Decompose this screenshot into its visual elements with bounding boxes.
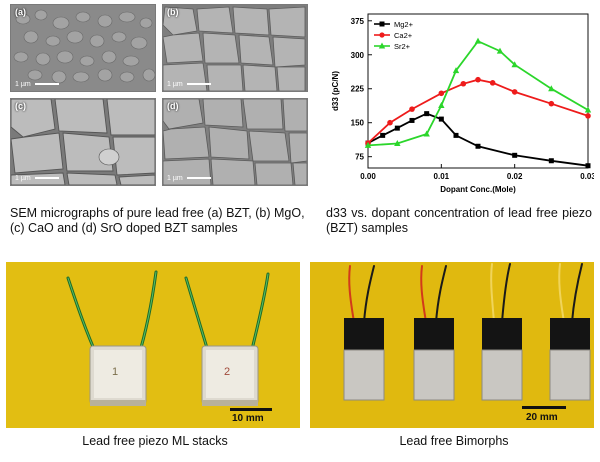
series-line-2 [367, 40, 589, 147]
legend-marker [379, 21, 385, 27]
y-tick-label: 225 [351, 85, 365, 94]
chart-caption-text: d33 vs. dopant concentration of lead fre… [326, 206, 592, 235]
sem-panel-tag: (a) [15, 7, 26, 17]
bim-scale-label: 20 mm [526, 412, 558, 423]
y-tick-label: 300 [351, 51, 365, 60]
legend-label: Mg2+ [394, 20, 414, 29]
sem-image-d [163, 99, 307, 185]
data-point [409, 117, 415, 123]
data-point [423, 130, 430, 137]
d33-chart: 75 150 225 300 375 0.00 0.01 0.02 0.03 Dopant Con… [326, 4, 596, 202]
chart-caption: d33 vs. dopant concentration of lead fre… [326, 206, 592, 236]
ml-scale-label: 10 mm [232, 413, 264, 424]
bimorphs-image [310, 262, 594, 428]
data-point [364, 141, 372, 148]
data-point [394, 125, 400, 131]
y-tick-label: 150 [351, 119, 365, 128]
data-point [548, 100, 555, 107]
data-point [512, 152, 518, 158]
legend-label: Sr2+ [394, 42, 411, 51]
ml-stacks-image [6, 262, 300, 428]
sem-scale-label: 1 µm [15, 81, 31, 88]
data-point [380, 132, 386, 138]
sem-image-a [11, 5, 155, 91]
y-axis-label: d33 (pC/N) [331, 71, 340, 111]
sem-panel-tag: (d) [167, 101, 179, 111]
y-tick-label: 375 [351, 17, 365, 26]
d33-chart-svg: 75 150 225 300 375 0.00 0.01 0.02 0.03 Dopant Con… [331, 13, 596, 194]
sem-scale-label: 1 µm [167, 175, 183, 182]
data-point [496, 47, 504, 54]
legend-marker [379, 32, 385, 38]
ml-stack-mark-1: 1 [112, 366, 119, 378]
data-point [452, 67, 460, 74]
data-point [585, 163, 591, 169]
bimorphs-caption: Lead free Bimorphs [399, 434, 509, 448]
sem-image-b [163, 5, 307, 91]
ml-stacks-caption: Lead free piezo ML stacks [82, 434, 228, 448]
sem-panel-a: (a) 1 µm [10, 4, 156, 92]
data-point [438, 101, 445, 108]
ml-stacks-photo: 1 2 10 mm [6, 262, 300, 428]
data-point [460, 80, 467, 87]
sem-scale-label: 1 µm [167, 81, 183, 88]
x-axis-label: Dopant Conc.(Mole) [440, 185, 516, 194]
data-point [511, 89, 518, 95]
data-point [394, 140, 401, 147]
data-point [489, 80, 496, 86]
x-tick-label: 0.01 [434, 172, 450, 181]
sem-scale-bar [35, 177, 59, 179]
data-point [548, 85, 555, 92]
data-point [409, 106, 415, 112]
sem-scale-label: 1 µm [15, 175, 31, 182]
x-tick-label: 0.00 [360, 172, 376, 181]
sem-scale-bar [35, 83, 59, 85]
data-point [584, 106, 592, 113]
sem-panel-c: (c) 1 µm [10, 98, 156, 186]
sem-micrograph-grid: (a) 1 µm (b) 1 µm [10, 4, 310, 186]
data-point [475, 76, 481, 83]
sem-panel-tag: (c) [15, 101, 26, 111]
data-point [474, 37, 482, 44]
sem-panel-b: (b) 1 µm [162, 4, 308, 92]
data-point [585, 113, 591, 119]
sem-panel-d: (d) 1 µm [162, 98, 308, 186]
data-point [438, 116, 444, 122]
y-tick-label: 75 [355, 153, 364, 162]
data-point [511, 61, 518, 68]
legend-label: Ca2+ [394, 31, 413, 40]
data-point [453, 132, 459, 138]
sem-scale-bar [187, 177, 211, 179]
data-point [438, 90, 445, 97]
ml-stack-mark-2: 2 [224, 366, 231, 378]
sem-panel-tag: (b) [167, 7, 179, 17]
x-tick-label: 0.02 [507, 172, 523, 181]
sem-scale-bar [187, 83, 211, 85]
data-point [424, 111, 430, 117]
series-line-1 [367, 78, 589, 144]
data-point [387, 119, 393, 126]
sem-caption: SEM micrographs of pure lead free (a) BZ… [10, 206, 305, 235]
data-point [475, 143, 481, 149]
legend-marker [378, 42, 386, 49]
sem-image-c [11, 99, 155, 185]
data-point [548, 158, 554, 164]
bimorphs-photo: 20 mm [310, 262, 594, 428]
x-tick-label: 0.03 [580, 172, 594, 181]
